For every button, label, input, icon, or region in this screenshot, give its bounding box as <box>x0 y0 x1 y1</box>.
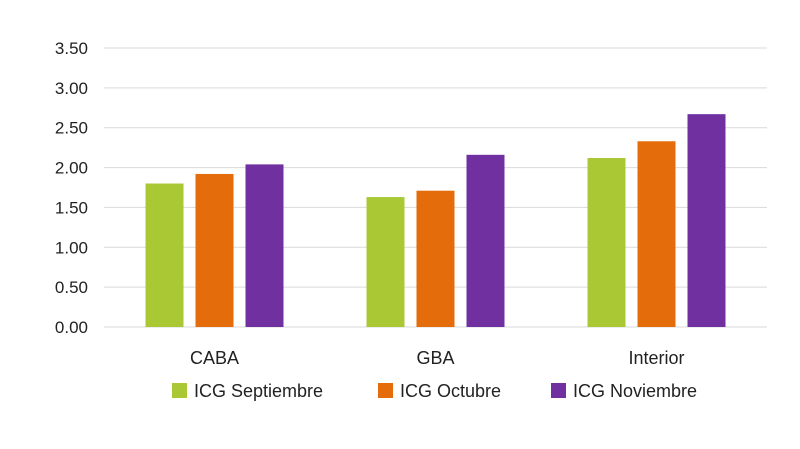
bar-gba-icg-septiembre <box>366 197 405 327</box>
category-label: CABA <box>190 348 239 368</box>
bar-interior-icg-octubre <box>637 141 676 327</box>
bar-interior-icg-noviembre <box>687 114 726 327</box>
legend: ICG Septiembre ICG Octubre ICG Noviembre <box>172 381 697 401</box>
y-tick-label: 1.50 <box>55 198 88 217</box>
bar-gba-icg-noviembre <box>466 154 505 327</box>
legend-item: ICG Octubre <box>378 381 501 401</box>
y-tick-label: 2.00 <box>55 159 88 178</box>
category-label: GBA <box>416 348 454 368</box>
y-tick-label: 0.00 <box>55 318 88 337</box>
bars <box>145 114 726 327</box>
x-axis-categories: CABA GBA Interior <box>190 348 685 368</box>
bar-caba-icg-septiembre <box>145 183 184 327</box>
y-axis-ticks: 0.00 0.50 1.00 1.50 2.00 2.50 3.00 3.50 <box>55 39 88 337</box>
category-label: Interior <box>628 348 684 368</box>
legend-label: ICG Noviembre <box>573 381 697 401</box>
y-tick-label: 0.50 <box>55 278 88 297</box>
bar-gba-icg-octubre <box>416 190 455 327</box>
y-tick-label: 3.00 <box>55 79 88 98</box>
legend-swatch <box>378 383 393 398</box>
bar-caba-icg-octubre <box>195 173 234 327</box>
y-tick-label: 3.50 <box>55 39 88 58</box>
y-tick-label: 1.00 <box>55 238 88 257</box>
legend-swatch <box>172 383 187 398</box>
y-tick-label: 2.50 <box>55 119 88 138</box>
bar-interior-icg-septiembre <box>587 158 626 327</box>
legend-swatch <box>551 383 566 398</box>
legend-label: ICG Octubre <box>400 381 501 401</box>
legend-item: ICG Noviembre <box>551 381 697 401</box>
legend-label: ICG Septiembre <box>194 381 323 401</box>
legend-item: ICG Septiembre <box>172 381 323 401</box>
bar-caba-icg-noviembre <box>245 164 284 327</box>
